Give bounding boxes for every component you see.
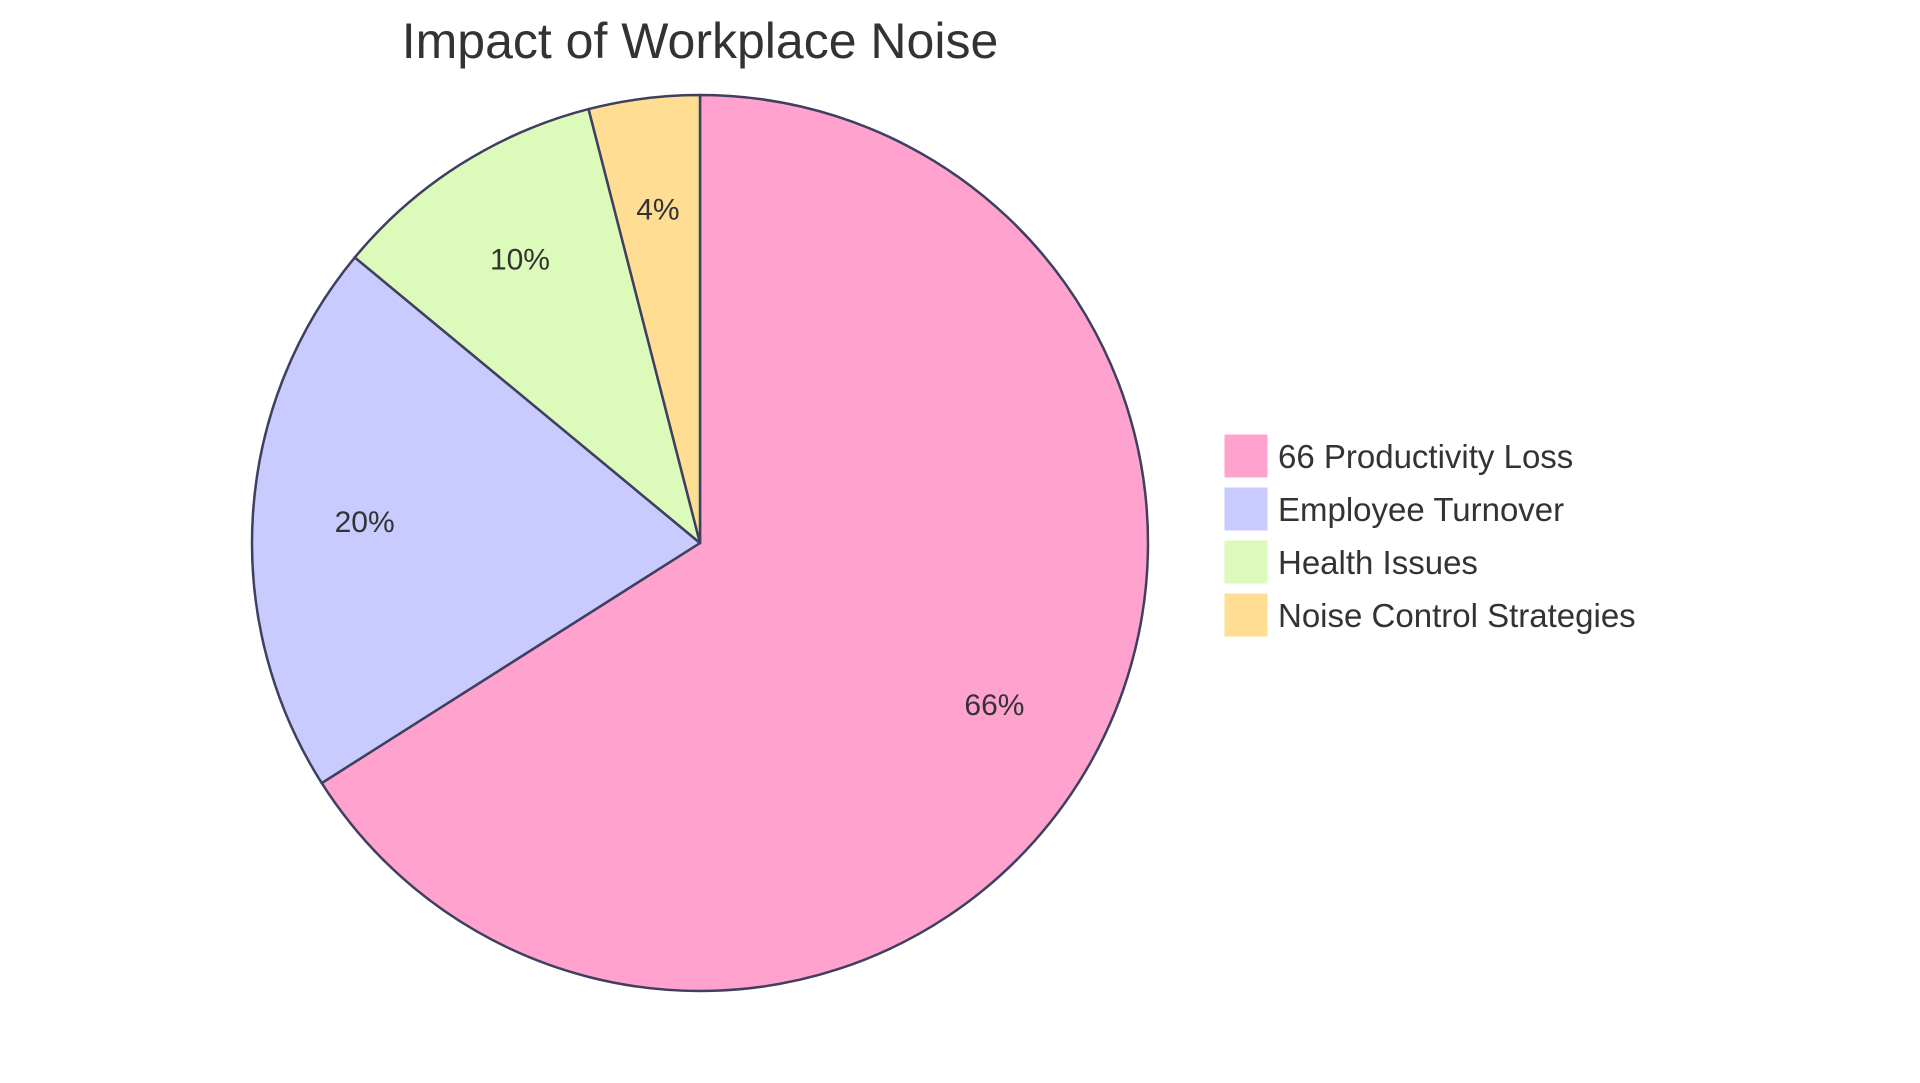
legend-label: Health Issues — [1278, 544, 1478, 581]
pie-slices — [250, 93, 1150, 993]
pie-slice-label: 4% — [636, 194, 679, 227]
chart-title: Impact of Workplace Noise — [402, 13, 999, 69]
legend-label: Noise Control Strategies — [1278, 597, 1636, 634]
pie-slice — [250, 256, 702, 785]
pie-slice-label: 10% — [490, 243, 550, 276]
pie-slice — [587, 93, 702, 545]
pie-slice — [353, 107, 702, 545]
pie-slice — [320, 93, 1150, 993]
legend-swatch — [1223, 486, 1269, 532]
legend: 66 Productivity Loss Employee Turnover Hea… — [1223, 433, 1636, 638]
pie-slice-labels: 66% 20% 10% 4% — [335, 194, 1025, 722]
pie-slice-label: 20% — [335, 506, 395, 539]
pie-slice-label: 66% — [964, 689, 1024, 722]
legend-label: Employee Turnover — [1278, 491, 1564, 528]
legend-swatch — [1223, 592, 1269, 638]
legend-label: 66 Productivity Loss — [1278, 438, 1573, 475]
legend-swatch — [1223, 433, 1269, 479]
legend-swatch — [1223, 539, 1269, 585]
